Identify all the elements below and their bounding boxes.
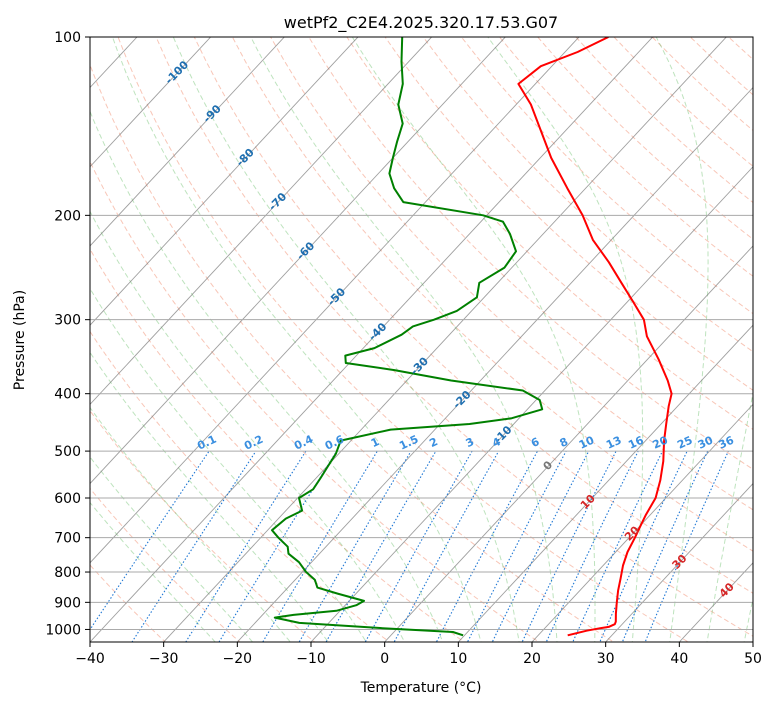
y-tick-label: 700 (54, 531, 81, 547)
y-tick-label: 1000 (45, 622, 81, 638)
moist-adiabat (743, 596, 753, 642)
dry-adiabat (346, 37, 753, 431)
mixing-ratio-label: 16 (626, 433, 646, 451)
y-tick-label: 500 (54, 444, 81, 460)
pressure-grid (90, 37, 753, 630)
isotherm (90, 37, 654, 642)
plot-frame (89, 36, 754, 643)
mixing-ratio-label: 13 (604, 434, 623, 452)
dry-adiabat (90, 248, 465, 642)
y-axis-label: Pressure (hPa) (12, 290, 28, 390)
dry-adiabat (90, 330, 391, 642)
x-tick-label: 10 (449, 651, 467, 667)
dry-adiabat (90, 409, 316, 642)
isotherm (90, 37, 506, 485)
isotherm (90, 37, 359, 326)
x-tick-label: 0 (380, 651, 389, 667)
x-axis: −40 −30 −20 −10 0 10 20 30 40 50 (75, 642, 762, 667)
y-tick-label: 400 (54, 387, 81, 403)
dewpoint-line (271, 37, 544, 637)
isotherm (384, 245, 753, 642)
y-tick-label: 600 (54, 491, 81, 507)
mixing-ratio-label: 30 (696, 433, 716, 451)
plot-background (90, 37, 753, 642)
x-tick-label: 20 (523, 651, 541, 667)
y-axis: 100 200 300 400 500 600 700 800 900 1000 (45, 30, 90, 638)
isotherm (163, 37, 727, 642)
moist-adiabat (90, 501, 216, 642)
x-tick-label: −40 (75, 651, 105, 667)
isotherm (90, 37, 433, 406)
moist-adiabat (250, 37, 558, 642)
x-tick-label: 50 (744, 651, 762, 667)
x-tick-label: −30 (149, 651, 179, 667)
isotherm (605, 482, 753, 642)
isotherm (0, 24, 2, 654)
dry-adiabat (155, 37, 753, 637)
isotherm (310, 166, 753, 642)
dry-adiabat (270, 37, 753, 511)
x-tick-label: −10 (296, 651, 326, 667)
moist-adiabat (90, 287, 367, 642)
isotherm (457, 324, 753, 642)
dry-adiabat (384, 37, 753, 391)
isotherm (531, 403, 753, 642)
isotherm (90, 37, 212, 168)
chart-title: wetPf2_C2E4.2025.320.17.53.G07 (284, 13, 558, 33)
isotherm (236, 86, 753, 642)
isotherm (90, 37, 285, 247)
dry-adiabat (461, 37, 753, 315)
mixing-ratio-label: 20 (651, 433, 671, 451)
x-tick-label: 40 (670, 651, 688, 667)
y-tick-label: 900 (54, 595, 81, 611)
mixing-ratio-label: 25 (675, 434, 694, 452)
x-axis-label: Temperature (°C) (360, 680, 482, 696)
x-tick-label: −20 (223, 651, 253, 667)
y-tick-label: 200 (54, 208, 81, 224)
moist-adiabat (90, 210, 406, 642)
moist-adiabat (655, 37, 709, 642)
y-tick-label: 100 (54, 30, 81, 46)
isotherm (90, 37, 580, 564)
mixing-ratio-label: 36 (717, 433, 737, 451)
x-tick-label: 30 (597, 651, 615, 667)
y-tick-label: 300 (54, 313, 81, 329)
moist-adiabat (706, 390, 753, 642)
mixing-ratio-label: 10 (577, 433, 597, 451)
sounding-profiles (271, 37, 673, 637)
y-tick-label: 800 (54, 565, 81, 581)
temperature-line (517, 37, 673, 637)
